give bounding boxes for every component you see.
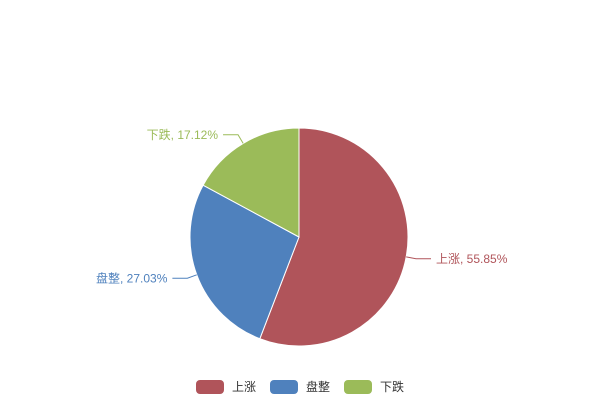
slice-label-下跌: 下跌, 17.12% — [147, 127, 219, 142]
legend-swatch-icon — [344, 380, 372, 394]
legend-label: 上涨 — [231, 380, 256, 394]
legend-item-panzheng[interactable]: 盘整 — [269, 379, 330, 395]
slice-label-盘整: 盘整, 27.03% — [96, 270, 168, 285]
label-line-盘整 — [172, 274, 197, 279]
legend-item-shangzhang[interactable]: 上涨 — [195, 379, 256, 395]
legend-item-xiadie[interactable]: 下跌 — [344, 379, 404, 395]
label-line-下跌 — [223, 134, 244, 144]
legend-label: 盘整 — [305, 380, 330, 394]
legend-label: 下跌 — [380, 380, 405, 394]
legend-swatch-icon — [269, 380, 298, 394]
label-line-上涨 — [406, 256, 431, 260]
legend-swatch-icon — [195, 380, 224, 394]
slice-label-上涨: 上涨, 55.85% — [436, 251, 508, 266]
legend: 上涨 盘整 下跌 — [0, 379, 600, 395]
